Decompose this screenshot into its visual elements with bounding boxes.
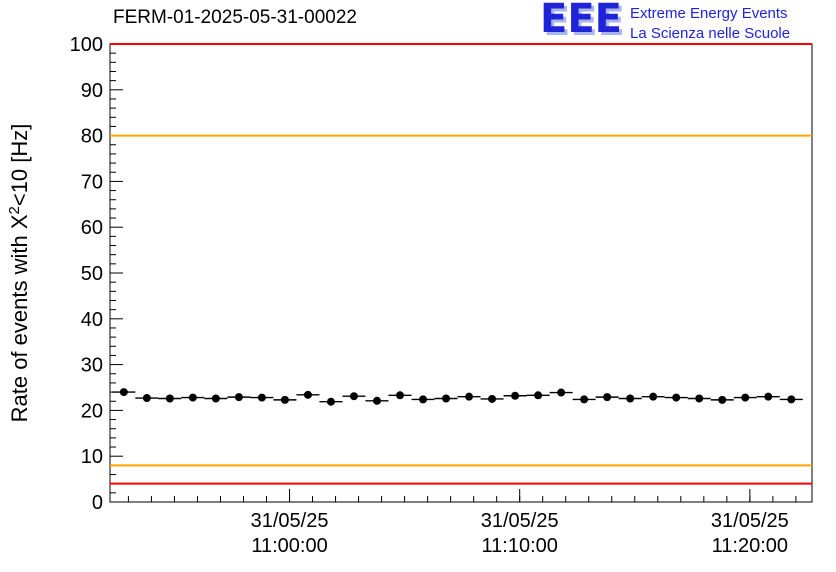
eee-logo-acronym: EEE bbox=[540, 0, 622, 42]
svg-text:80: 80 bbox=[81, 126, 103, 148]
svg-text:90: 90 bbox=[81, 80, 103, 102]
svg-text:40: 40 bbox=[81, 309, 103, 331]
svg-text:50: 50 bbox=[81, 263, 103, 285]
svg-text:11:00:00: 11:00:00 bbox=[251, 535, 327, 557]
svg-text:11:20:00: 11:20:00 bbox=[712, 535, 788, 557]
svg-text:0: 0 bbox=[92, 492, 103, 514]
svg-text:100: 100 bbox=[70, 34, 103, 56]
svg-text:Rate of events with X2<10 [Hz]: Rate of events with X2<10 [Hz] bbox=[6, 124, 32, 423]
svg-text:11:10:00: 11:10:00 bbox=[482, 535, 558, 557]
svg-text:31/05/25: 31/05/25 bbox=[711, 510, 789, 532]
svg-text:10: 10 bbox=[81, 446, 103, 468]
svg-text:31/05/25: 31/05/25 bbox=[481, 510, 559, 532]
svg-text:30: 30 bbox=[81, 355, 103, 377]
chart-title: FERM-01-2025-05-31-00022 bbox=[113, 7, 357, 28]
eee-logo-subtitle-1: Extreme Energy Events bbox=[629, 5, 788, 22]
eee-logo-subtitle-2: La Scienza nelle Scuole bbox=[629, 24, 791, 42]
svg-text:70: 70 bbox=[81, 171, 103, 193]
svg-text:31/05/25: 31/05/25 bbox=[251, 510, 329, 532]
svg-text:60: 60 bbox=[81, 217, 103, 239]
eee-logo: EEE Extreme Energy Events La Scienza nel… bbox=[540, 0, 790, 43]
svg-text:20: 20 bbox=[81, 400, 103, 422]
eee-logo-text: Extreme Energy Events La Scienza nelle S… bbox=[630, 0, 790, 43]
